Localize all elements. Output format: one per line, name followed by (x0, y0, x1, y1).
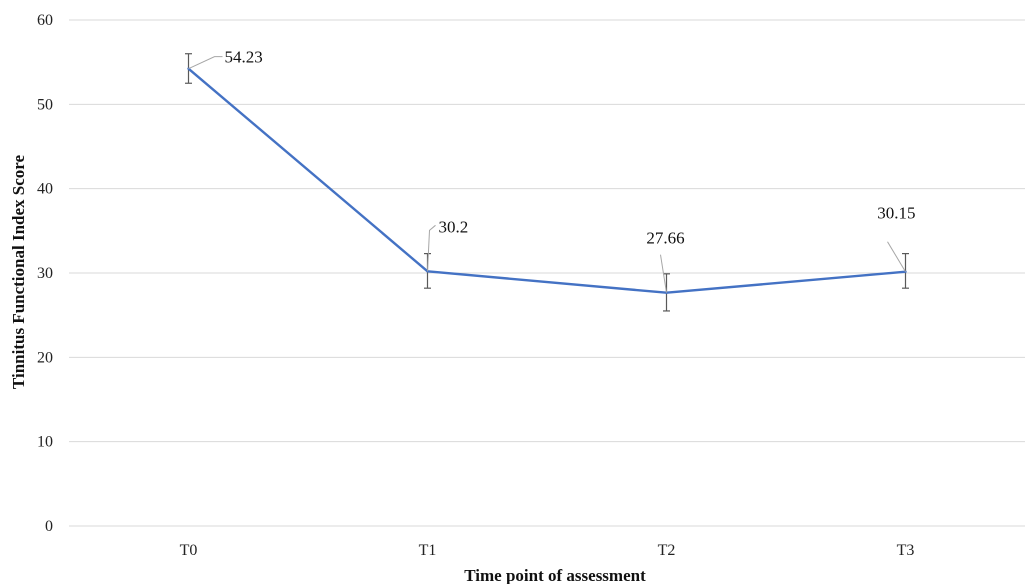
y-axis-ticks: 0 10 20 30 40 50 60 (37, 12, 53, 535)
label-leader-line (660, 254, 667, 293)
label-leader-line (887, 241, 906, 272)
data-label: 54.23 (225, 48, 263, 67)
x-tick-label: T3 (897, 542, 915, 559)
label-leader-line (188, 56, 223, 70)
x-axis-ticks: T0 T1 T2 T3 (180, 542, 915, 559)
x-tick-label: T0 (180, 542, 198, 559)
data-label: 30.15 (877, 204, 915, 223)
x-tick-label: T2 (658, 542, 676, 559)
gridlines (69, 19, 1025, 527)
series-line (187, 67, 906, 294)
y-tick-label: 30 (37, 265, 53, 282)
series-layer (185, 53, 909, 312)
y-tick-label: 60 (37, 12, 53, 29)
x-tick-label: T1 (419, 542, 437, 559)
data-labels: 54.23 30.2 27.66 30.15 (188, 48, 916, 293)
y-tick-label: 20 (37, 349, 53, 366)
y-tick-label: 10 (37, 434, 53, 451)
y-tick-label: 0 (45, 518, 53, 535)
data-label: 30.2 (439, 217, 469, 236)
x-axis-title: Time point of assessment (464, 566, 646, 584)
data-label: 27.66 (646, 229, 684, 248)
y-axis-title: Tinnitus Functional Index Score (9, 154, 28, 389)
y-tick-label: 50 (37, 96, 53, 113)
label-leader-line (427, 224, 436, 272)
y-tick-label: 40 (37, 181, 53, 198)
